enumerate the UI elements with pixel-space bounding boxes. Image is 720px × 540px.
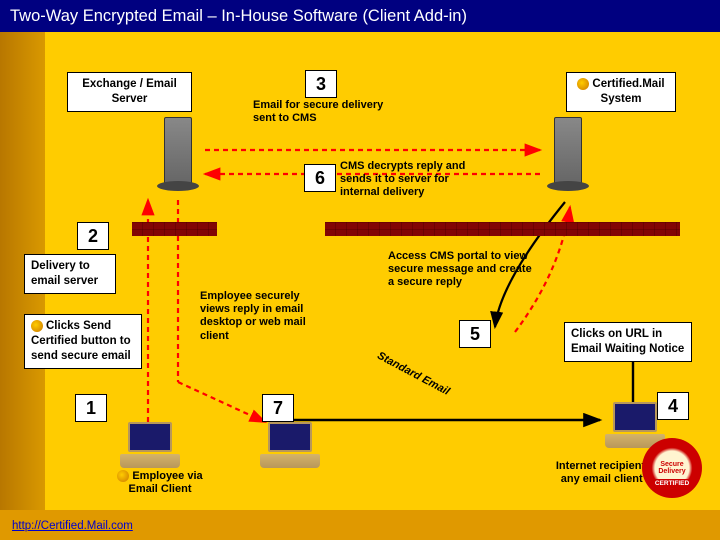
step-7: 7 bbox=[262, 394, 294, 422]
employee-laptop-icon bbox=[120, 422, 180, 468]
step-2: 2 bbox=[77, 222, 109, 250]
step-6: 6 bbox=[304, 164, 336, 192]
step-4: 4 bbox=[657, 392, 689, 420]
title-bar: Two-Way Encrypted Email – In-House Softw… bbox=[0, 0, 720, 32]
diagram-canvas: Exchange / Email Server Certified.Mail S… bbox=[0, 32, 720, 540]
exchange-label: Exchange / Email Server bbox=[67, 72, 192, 112]
step-3: 3 bbox=[305, 70, 337, 98]
certified-icon bbox=[117, 470, 129, 482]
clicks-url-label: Clicks on URL in Email Waiting Notice bbox=[564, 322, 692, 362]
cms-server-icon bbox=[547, 117, 589, 191]
certified-icon bbox=[577, 78, 589, 90]
exchange-server-icon bbox=[157, 117, 199, 191]
clicks-send-label: Clicks Send Certified button to send sec… bbox=[24, 314, 142, 369]
certified-icon bbox=[31, 320, 43, 332]
employee-client-caption: Employee via Email Client bbox=[110, 470, 210, 496]
email-secure-caption: Email for secure delivery sent to CMS bbox=[253, 99, 393, 125]
firewall-icon bbox=[132, 222, 217, 236]
certified-seal-icon: SecureDelivery bbox=[642, 438, 702, 498]
delivery-label: Delivery to email server bbox=[24, 254, 116, 294]
employee-views-caption: Employee securely views reply in email d… bbox=[200, 290, 330, 343]
footer-url[interactable]: http://Certified.Mail.com bbox=[12, 520, 133, 532]
firewall-icon bbox=[325, 222, 680, 236]
page-title: Two-Way Encrypted Email – In-House Softw… bbox=[10, 7, 467, 26]
std-email-caption: Standard Email bbox=[375, 350, 451, 398]
employee-laptop-icon bbox=[260, 422, 320, 468]
access-portal-caption: Access CMS portal to view secure message… bbox=[388, 250, 533, 290]
step-5: 5 bbox=[459, 320, 491, 348]
cms-label: Certified.Mail System bbox=[566, 72, 676, 112]
cms-decrypts-caption: CMS decrypts reply and sends it to serve… bbox=[340, 160, 490, 200]
step-1: 1 bbox=[75, 394, 107, 422]
